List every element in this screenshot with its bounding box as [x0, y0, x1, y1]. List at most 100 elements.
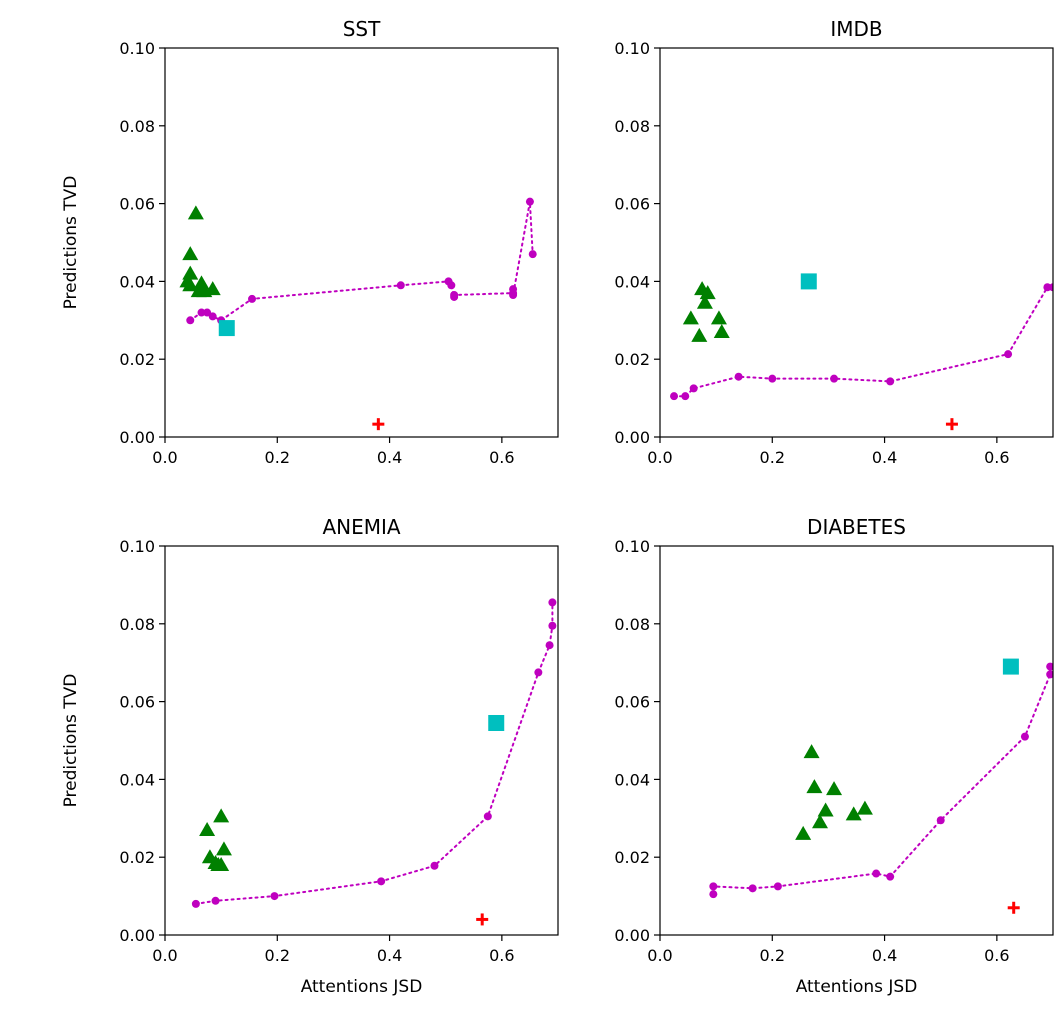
square-marker — [218, 320, 235, 337]
triangle-marker — [713, 323, 730, 338]
y-tick-label: 0.06 — [614, 195, 650, 214]
y-tick-label: 0.02 — [614, 848, 650, 867]
data-point — [1020, 732, 1029, 741]
subplot-anemia: 0.0 0.2 0.4 0.6 0.00 0.02 0.04 0.06 0.08 0.10 ANEM… — [61, 515, 559, 997]
data-point — [1049, 283, 1053, 292]
data-point — [396, 281, 405, 290]
data-point — [186, 316, 195, 325]
y-tick-label: 0.00 — [119, 428, 155, 447]
data-point — [528, 250, 537, 259]
data-point — [1004, 350, 1013, 359]
x-tick-label: 0.0 — [152, 946, 177, 965]
subplot-title: SST — [343, 17, 381, 41]
series-line — [189, 201, 534, 322]
y-tick-label: 0.10 — [119, 39, 155, 58]
triangle-marker — [696, 294, 713, 309]
y-tick-label: 0.06 — [119, 693, 155, 712]
x-tick-label: 0.6 — [984, 448, 1009, 467]
plus-marker — [372, 418, 385, 431]
triangle-marker — [691, 327, 708, 342]
x-tick-label: 0.2 — [760, 448, 785, 467]
data-point — [1046, 662, 1053, 671]
x-tick-label: 0.0 — [647, 946, 672, 965]
data-point — [248, 294, 257, 303]
subplot-title: IMDB — [830, 17, 882, 41]
axes-frame — [164, 47, 559, 438]
data-point — [525, 197, 534, 206]
x-tick-label: 0.4 — [872, 946, 897, 965]
subplot-title: DIABETES — [807, 515, 906, 539]
subplot-sst: 0.0 0.2 0.4 0.6 0.00 0.02 0.04 0.06 0.08 0.10 SST P… — [61, 17, 559, 467]
data-point — [197, 308, 206, 317]
data-point — [734, 372, 743, 381]
plot-area — [670, 273, 1053, 431]
data-point — [447, 281, 456, 290]
y-tick-label: 0.08 — [119, 615, 155, 634]
square-marker — [800, 273, 817, 290]
axes-frame — [164, 545, 559, 936]
data-point — [534, 668, 543, 677]
plus-marker — [1007, 901, 1020, 914]
triangle-marker — [215, 841, 232, 856]
data-point — [886, 377, 895, 386]
triangle-marker — [806, 779, 823, 794]
x-tick-label: 0.6 — [984, 946, 1009, 965]
y-tick-label: 0.00 — [614, 428, 650, 447]
x-tick-label: 0.4 — [377, 946, 402, 965]
data-point — [211, 896, 220, 905]
data-point — [773, 882, 782, 891]
y-tick-label: 0.10 — [614, 537, 650, 556]
triangle-marker — [699, 285, 716, 300]
triangle-marker — [682, 310, 699, 325]
data-point — [768, 374, 777, 383]
y-tick-label: 0.02 — [614, 350, 650, 369]
axes-frame — [659, 47, 1054, 438]
data-point — [670, 392, 679, 401]
data-point — [545, 641, 554, 650]
y-tick-label: 0.04 — [119, 272, 155, 291]
triangle-marker — [826, 781, 843, 796]
plus-marker — [945, 418, 958, 431]
y-tick-label: 0.10 — [614, 39, 650, 58]
x-tick-label: 0.0 — [152, 448, 177, 467]
series-line — [712, 665, 1052, 896]
triangle-marker — [803, 744, 820, 759]
series-line — [673, 286, 1053, 398]
y-tick-label: 0.06 — [614, 693, 650, 712]
y-tick-label: 0.02 — [119, 848, 155, 867]
data-point — [748, 884, 757, 893]
triangle-marker — [856, 800, 873, 815]
x-tick-label: 0.2 — [265, 448, 290, 467]
data-point — [689, 384, 698, 393]
data-point — [872, 869, 881, 878]
plot-area — [179, 197, 537, 431]
x-tick-label: 0.6 — [489, 448, 514, 467]
y-axis-label: Predictions TVD — [61, 674, 81, 808]
data-point — [203, 308, 212, 317]
triangle-marker — [812, 814, 829, 829]
axes-frame — [659, 545, 1054, 936]
data-point — [450, 291, 459, 300]
triangle-marker — [845, 806, 862, 821]
data-point — [270, 892, 279, 901]
data-point — [830, 374, 839, 383]
y-tick-label: 0.04 — [119, 770, 155, 789]
data-point — [709, 882, 718, 891]
subplot-diabetes: 0.0 0.2 0.4 0.6 0.00 0.02 0.04 0.06 0.08 0.10 DIAB… — [614, 515, 1054, 997]
data-point — [191, 899, 200, 908]
triangle-marker — [182, 246, 199, 261]
triangle-marker — [710, 310, 727, 325]
x-tick-label: 0.4 — [872, 448, 897, 467]
data-point — [548, 621, 557, 630]
data-point — [377, 877, 386, 886]
plot-area — [191, 598, 557, 926]
data-point — [509, 285, 518, 294]
x-tick-label: 0.2 — [265, 946, 290, 965]
plus-marker — [476, 913, 489, 926]
triangle-marker — [795, 825, 812, 840]
data-point — [509, 291, 518, 300]
y-tick-label: 0.00 — [614, 926, 650, 945]
y-axis-label: Predictions TVD — [61, 176, 81, 310]
y-tick-label: 0.02 — [119, 350, 155, 369]
subplot-title: ANEMIA — [322, 515, 400, 539]
